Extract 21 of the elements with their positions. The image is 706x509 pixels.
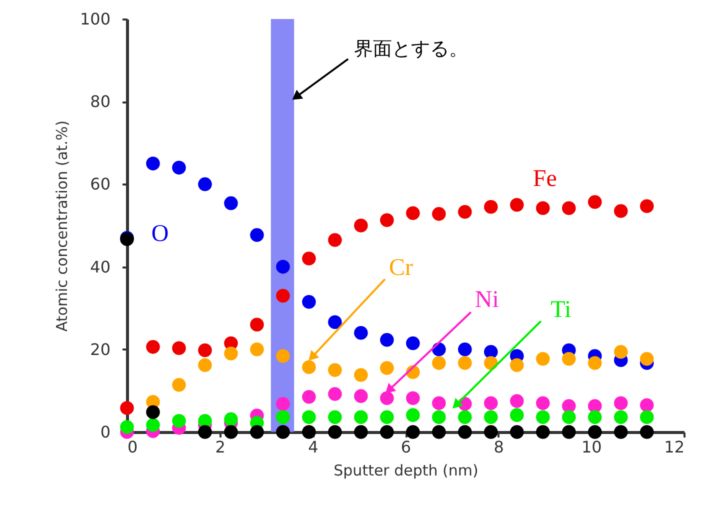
x-tick-label: 6 xyxy=(400,438,412,456)
x-tick-label: 10 xyxy=(581,438,602,456)
x-tick-label: 4 xyxy=(308,438,318,456)
band-label: 界面とする。 xyxy=(354,38,468,60)
text: Ni xyxy=(474,287,500,314)
x-tick-label: 0 xyxy=(128,438,138,456)
y-tick-label: 60 xyxy=(90,174,110,194)
x-axis-title: Sputter depth (nm) xyxy=(334,462,478,480)
text: Cr xyxy=(388,255,413,282)
series-label: O xyxy=(151,220,169,247)
x-tick-label: 12 xyxy=(664,438,684,456)
y-tick-label: 40 xyxy=(90,257,110,276)
y-tick-label: 80 xyxy=(90,92,110,112)
y-tick-label: 20 xyxy=(90,340,110,359)
y-tick-label: 0 xyxy=(100,422,110,442)
text: Ti xyxy=(550,297,572,324)
x-tick-label: 8 xyxy=(494,438,504,456)
y-tick-label: 100 xyxy=(80,10,110,28)
y-axis-title: Atomic concentration (at.%) xyxy=(52,120,71,332)
series-label: Fe xyxy=(532,166,557,192)
x-tick-label: 2 xyxy=(215,438,226,456)
